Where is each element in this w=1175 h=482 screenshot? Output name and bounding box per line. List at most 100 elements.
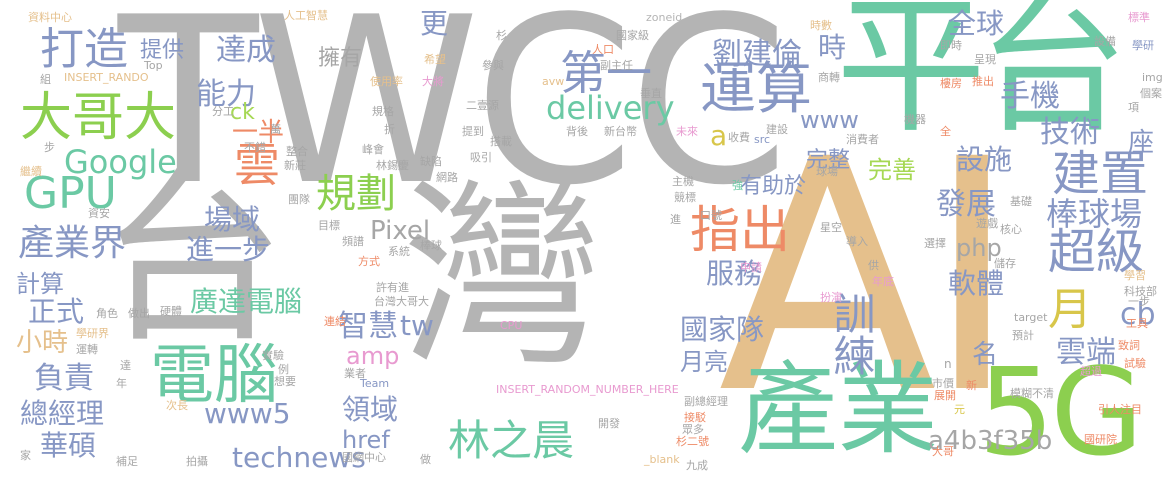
word-zoneid: zoneid — [646, 11, 683, 24]
word-number: 時數 — [810, 19, 832, 32]
word-img: img — [1142, 71, 1163, 84]
word-supply2: 供 — [868, 259, 879, 272]
word-learn: 學研 — [1132, 39, 1154, 52]
word-dev: 開發 — [598, 417, 620, 430]
word-link: 連結 — [324, 315, 346, 328]
word-delivery: delivery — [546, 89, 675, 127]
word-core: 核心 — [1000, 223, 1022, 236]
word-nine: 九成 — [686, 459, 708, 472]
word-price: 市價 — [932, 377, 954, 390]
word-nchc: 國研院 — [1084, 433, 1117, 446]
word-half: 一半 — [232, 118, 285, 148]
word-technews: technews — [232, 441, 366, 474]
word-good: 不錯 — [244, 141, 266, 154]
word-more: 更 — [420, 7, 449, 40]
word-quanta: 廣達電腦 — [190, 285, 303, 318]
word-new: 新台幣 — [604, 125, 637, 138]
word-blank: _blank — [644, 453, 680, 466]
word-perfect: 完善 — [868, 156, 916, 184]
word-all: 全 — [940, 125, 951, 138]
word-one-step: 一步 — [1128, 295, 1150, 308]
word-carry: 搭載 — [490, 135, 512, 148]
word-industry-circle: 產業界 — [18, 223, 127, 264]
word-super: 超級 — [1048, 224, 1145, 280]
word-hope: 希望 — [424, 53, 446, 66]
word-year-end: 年底 — [872, 275, 894, 288]
word-gm: 總經理 — [20, 397, 105, 430]
word-year: 年 — [116, 377, 127, 390]
word-base: 基礎 — [1010, 195, 1032, 208]
word-security: 資安 — [88, 207, 110, 220]
word-taiwan-1: 台 — [100, 152, 285, 368]
word-platform: 平台 — [836, 0, 1128, 154]
word-ai-small: 人工智慧 — [284, 9, 328, 22]
word-asus: 華碩 — [40, 429, 97, 462]
word-lin: 林之晨 — [448, 416, 575, 465]
word-cpu: CPU — [500, 319, 523, 332]
word-du: 杉二號 — [676, 435, 709, 448]
word-plan: 規劃 — [316, 171, 396, 217]
word-system: 系統 — [388, 245, 410, 258]
word-pixel: Pixel — [370, 216, 431, 246]
word-realtime: 即時 — [940, 39, 962, 52]
word-budget: 預計 — [1012, 329, 1034, 342]
word-machine: 機器 — [904, 113, 926, 126]
word-insert-full: INSERT_RANDOM_NUMBER_HERE — [496, 383, 679, 396]
word-spec: 規格 — [372, 105, 394, 118]
word-team: Team — [360, 377, 390, 390]
word-cloud: 雲 — [234, 138, 280, 192]
word-php: php — [956, 234, 1002, 262]
word-merchant: 商轉 — [818, 71, 840, 84]
word-many: 眾多 — [682, 423, 704, 436]
word-point-out: 指出 — [690, 201, 790, 259]
word-peak: 峰會 — [362, 143, 384, 156]
word-income: 收費 — [728, 131, 750, 144]
word-do-out: 做出 — [128, 307, 150, 320]
word-software: 軟體 — [948, 267, 1005, 300]
word-train: 訓練 — [827, 292, 876, 376]
word-first: 第一 — [560, 46, 652, 100]
word-build: 打造 — [40, 24, 128, 75]
word-network: 網路 — [436, 171, 458, 184]
word-national-team: 國家隊 — [680, 313, 765, 346]
word-general: 大將 — [422, 75, 444, 88]
word-host: 主機 — [672, 175, 694, 188]
word-5g: 5G — [978, 344, 1143, 482]
word-name: 名 — [972, 340, 999, 370]
word-store: 儲存 — [994, 257, 1016, 270]
word-fir: 杉 — [496, 29, 507, 42]
word-a4b: a4b3f35b — [928, 426, 1053, 456]
word-team2: 團隊 — [288, 193, 310, 206]
word-src: src — [754, 133, 771, 146]
word-integrate: 整合 — [286, 145, 308, 158]
word-service: 服務 — [706, 257, 763, 290]
word-choose: 選擇 — [924, 237, 946, 250]
word-shoot: 拍攝 — [186, 455, 208, 468]
word-smart: 智慧 — [338, 309, 398, 344]
word-industry: 產業 — [738, 351, 938, 468]
word-lack: 缺陷 — [420, 155, 442, 168]
word-tool: 工具 — [1126, 317, 1148, 330]
word-tech: 技術 — [1040, 115, 1100, 150]
word-avw: avw — [542, 75, 565, 88]
word-ballpark: 球場 — [816, 165, 838, 178]
word-helpful: 有助於 — [740, 174, 807, 199]
word-study: 學習 — [1124, 269, 1146, 282]
word-star: 星空 — [820, 221, 842, 234]
word-act: 扮演 — [820, 291, 842, 304]
word-allow: 許有進 — [376, 281, 409, 294]
word-achieve: 達成 — [216, 33, 276, 68]
word-continue: 繼續 — [20, 165, 42, 178]
word-learning: 學研界 — [76, 327, 109, 340]
word-reach: 達 — [120, 359, 131, 372]
word-exceed: 超過 — [1080, 365, 1102, 378]
word-recv: 接駁 — [684, 411, 706, 424]
word-construct: 建置 — [1052, 146, 1149, 202]
word-responsible: 負責 — [34, 361, 94, 396]
word-industry2: 業者 — [344, 367, 366, 380]
word-gpu: GPU — [24, 168, 117, 219]
word-cb: cb — [1120, 297, 1156, 332]
word-equip: 設備 — [1094, 35, 1116, 48]
word-provide: 提供 — [140, 38, 185, 63]
